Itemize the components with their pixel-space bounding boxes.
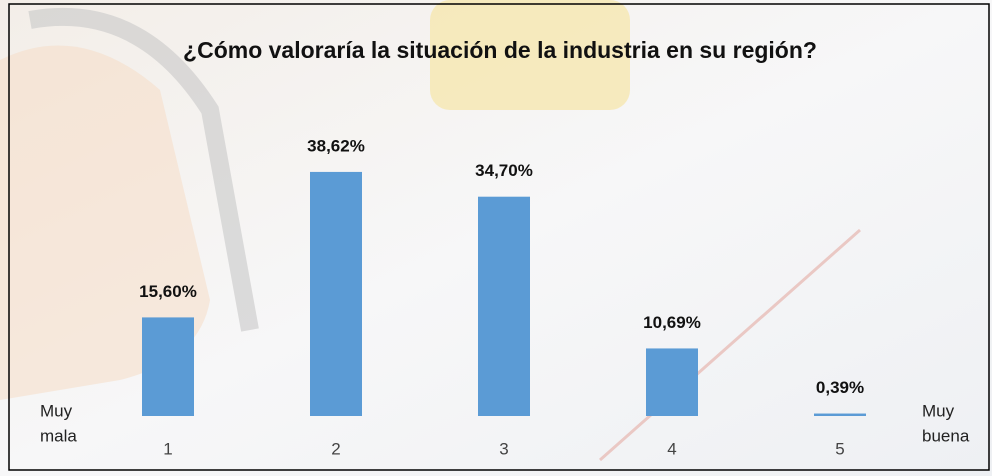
x-tick-label: 5 [835, 439, 844, 458]
data-label: 15,60% [139, 282, 197, 301]
x-tick-label: 2 [331, 439, 340, 458]
data-label: 10,69% [643, 313, 701, 332]
chart: ¿Cómo valoraría la situación de la indus… [0, 0, 992, 476]
bar [478, 197, 530, 416]
x-tick-label: 1 [163, 439, 172, 458]
annotation: buena [922, 426, 970, 445]
bar [310, 172, 362, 416]
chart-title: ¿Cómo valoraría la situación de la indus… [183, 37, 817, 63]
bar [814, 414, 866, 416]
annotation: mala [40, 426, 77, 445]
x-tick-label: 3 [499, 439, 508, 458]
annotation: Muy [40, 401, 73, 420]
data-label: 38,62% [307, 136, 365, 155]
annotation: Muy [922, 401, 955, 420]
bar [646, 348, 698, 416]
x-tick-label: 4 [667, 439, 676, 458]
data-label: 0,39% [816, 378, 864, 397]
bar [142, 317, 194, 416]
data-label: 34,70% [475, 161, 533, 180]
